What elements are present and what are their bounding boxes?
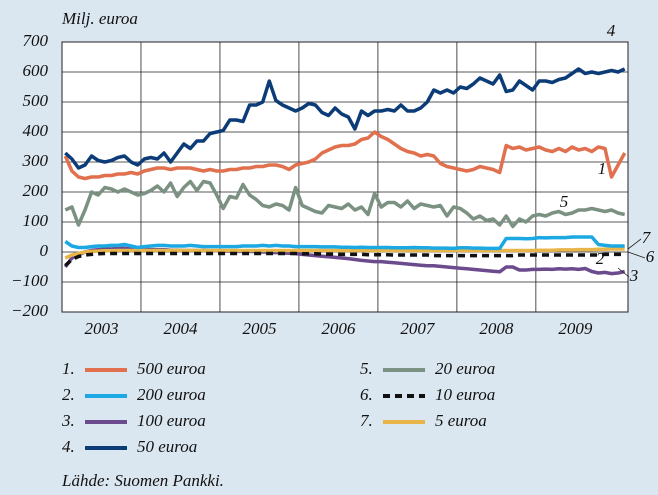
- line-annotation: 4: [607, 21, 616, 40]
- y-tick-label: 600: [23, 61, 49, 80]
- series-line: [64, 67, 626, 170]
- source: Lähde: Suomen Pankki.: [61, 471, 224, 490]
- legend-label: 100 euroa: [137, 411, 206, 430]
- legend-key: 2.: [62, 385, 75, 404]
- plot-border: [61, 41, 629, 313]
- legend-label: 5 euroa: [435, 411, 487, 430]
- y-tick-label: −200: [11, 301, 48, 320]
- y-axis-label: Milj. euroa: [61, 9, 138, 28]
- x-tick-label: 2004: [163, 319, 198, 338]
- line-annotation: 7: [642, 228, 652, 247]
- annotation-leader: [617, 267, 630, 278]
- y-tick-label: −100: [11, 271, 48, 290]
- line-annotation: 1: [598, 159, 607, 178]
- x-tick-label: 2005: [242, 319, 276, 338]
- legend-key: 4.: [62, 437, 75, 456]
- y-tick-label: 100: [23, 211, 49, 230]
- x-tick-label: 2008: [479, 319, 514, 338]
- legend-key: 1.: [62, 359, 75, 378]
- line-annotation: 6: [646, 247, 655, 266]
- line-annotation: 3: [629, 266, 639, 285]
- annotation-leader: [627, 251, 646, 259]
- legend-label: 20 euroa: [435, 359, 495, 378]
- y-tick-label: 200: [23, 181, 49, 200]
- series-line: [64, 247, 625, 260]
- y-tick-label: 0: [40, 241, 49, 260]
- y-tick-label: 700: [23, 31, 49, 50]
- line-annotation: 5: [560, 192, 569, 211]
- series-line: [64, 251, 625, 267]
- legend-label: 50 euroa: [137, 437, 197, 456]
- series-line: [64, 179, 626, 229]
- legend-label: 10 euroa: [435, 385, 495, 404]
- legend-label: 500 euroa: [137, 359, 206, 378]
- y-tick-label: 300: [22, 151, 49, 170]
- annotation-leader: [627, 238, 642, 250]
- legend-key: 5.: [360, 359, 373, 378]
- series-line: [63, 130, 627, 181]
- x-tick-label: 2009: [558, 319, 593, 338]
- legend-key: 6.: [360, 385, 373, 404]
- legend-key: 3.: [61, 411, 75, 430]
- x-tick-label: 2003: [84, 319, 118, 338]
- series-line: [64, 235, 625, 251]
- y-tick-label: 500: [23, 91, 49, 110]
- legend-key: 7.: [360, 411, 373, 430]
- x-tick-label: 2006: [321, 319, 356, 338]
- legend-label: 200 euroa: [137, 385, 206, 404]
- line-annotation: 2: [596, 249, 605, 268]
- x-tick-label: 2007: [400, 319, 436, 338]
- y-tick-label: 400: [23, 121, 49, 140]
